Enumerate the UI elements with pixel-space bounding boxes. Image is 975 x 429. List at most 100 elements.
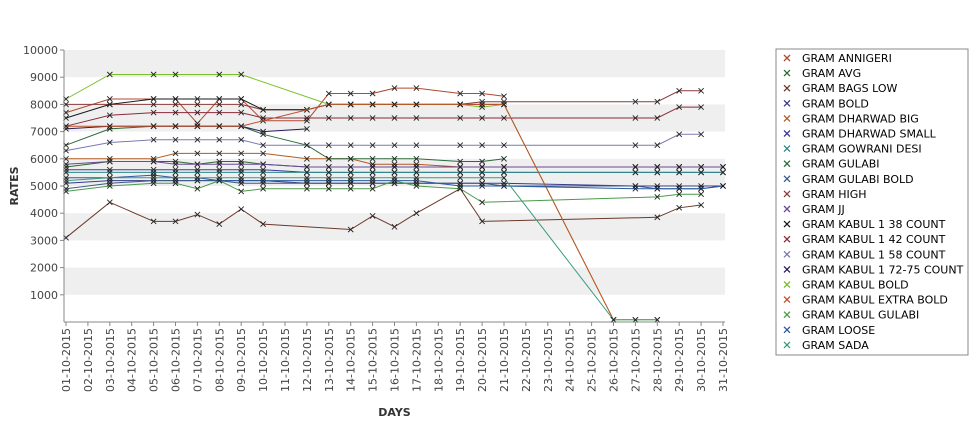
legend-marker — [783, 54, 791, 62]
data-point — [106, 174, 113, 181]
data-point — [216, 169, 223, 176]
data-point — [632, 169, 639, 176]
data-point — [172, 123, 179, 130]
legend-marker — [783, 296, 791, 304]
data-point — [347, 174, 354, 181]
axes — [63, 50, 725, 323]
data-point — [720, 183, 726, 189]
data-point — [303, 155, 310, 162]
x-tick-label: 09-10-2015 — [235, 328, 248, 392]
series-line — [66, 103, 614, 321]
data-point — [106, 169, 113, 176]
data-point — [194, 101, 201, 108]
data-point — [391, 174, 398, 181]
data-point — [676, 191, 683, 198]
data-point — [654, 164, 661, 170]
legend-label: GRAM KABUL 1 58 COUNT — [802, 248, 946, 261]
data-point — [501, 155, 507, 162]
data-point — [391, 161, 398, 168]
x-tick-label: 21-10-2015 — [498, 328, 511, 392]
data-point — [106, 101, 113, 108]
data-point — [347, 185, 354, 192]
data-point — [479, 180, 486, 187]
data-point — [216, 109, 223, 116]
data-point — [194, 96, 201, 102]
data-point — [369, 177, 376, 184]
y-tick-label: 1000 — [30, 289, 58, 302]
legend-marker — [783, 130, 791, 137]
data-point — [260, 128, 267, 135]
data-point — [150, 169, 157, 176]
data-point — [347, 169, 354, 176]
data-point — [238, 161, 245, 168]
data-point — [698, 169, 705, 176]
series-7 — [63, 169, 726, 176]
series-line — [65, 180, 724, 190]
data-point — [238, 109, 245, 116]
series-lines — [63, 71, 726, 323]
legend-label: GRAM DHARWAD BIG — [802, 112, 919, 125]
x-tick-label: 11-10-2015 — [279, 328, 292, 392]
data-point — [676, 131, 683, 138]
legend-item: GRAM BOLD — [783, 97, 869, 110]
data-point — [238, 177, 245, 184]
data-point — [479, 183, 486, 189]
legend-label: GRAM AVG — [802, 67, 861, 80]
data-point — [457, 101, 464, 108]
data-point — [369, 180, 376, 187]
data-point — [260, 166, 267, 173]
data-point — [325, 90, 332, 97]
data-point — [260, 115, 267, 121]
legend-marker — [783, 205, 791, 213]
legend-marker — [783, 220, 791, 228]
data-point — [369, 90, 376, 97]
data-point — [325, 142, 332, 149]
y-tick-label: 8000 — [30, 98, 58, 111]
data-point — [501, 142, 507, 149]
series-line — [65, 161, 723, 168]
data-point — [194, 185, 201, 192]
data-point — [457, 164, 464, 170]
data-point — [150, 218, 157, 225]
data-point — [303, 185, 310, 192]
data-point — [676, 104, 683, 111]
data-point — [172, 166, 179, 173]
data-point — [238, 188, 245, 195]
data-point — [238, 206, 245, 213]
data-point — [654, 169, 661, 176]
data-point — [479, 158, 486, 165]
legend-label: GRAM GULABI BOLD — [802, 173, 914, 186]
data-point — [238, 136, 245, 143]
data-point — [238, 174, 245, 181]
data-point — [303, 164, 310, 170]
data-point — [479, 115, 486, 121]
data-point — [501, 174, 507, 181]
legend-marker — [783, 69, 791, 77]
data-point — [260, 161, 267, 168]
data-point — [654, 214, 661, 221]
legend-label: GRAM GULABI — [802, 158, 880, 171]
data-point — [325, 164, 332, 170]
data-point — [457, 185, 464, 192]
data-point — [457, 90, 464, 97]
data-point — [216, 101, 223, 108]
data-point — [479, 164, 486, 170]
series-3 — [63, 185, 705, 241]
data-point — [238, 158, 245, 165]
data-point — [194, 166, 201, 173]
data-point — [106, 155, 113, 162]
data-point — [391, 223, 398, 230]
x-tick-label: 02-10-2015 — [82, 328, 95, 392]
data-point — [413, 161, 420, 168]
x-tick-label: 08-10-2015 — [213, 328, 226, 392]
y-tick-label: 5000 — [30, 180, 58, 193]
data-point — [150, 172, 157, 179]
data-point — [303, 142, 310, 149]
legend-item: GRAM KABUL EXTRA BOLD — [783, 294, 948, 307]
data-point — [698, 87, 705, 94]
data-point — [347, 180, 354, 187]
data-point — [106, 96, 113, 102]
x-tick-label: 28-10-2015 — [651, 328, 664, 392]
data-point — [369, 213, 376, 219]
x-tick-label: 12-10-2015 — [301, 328, 314, 392]
